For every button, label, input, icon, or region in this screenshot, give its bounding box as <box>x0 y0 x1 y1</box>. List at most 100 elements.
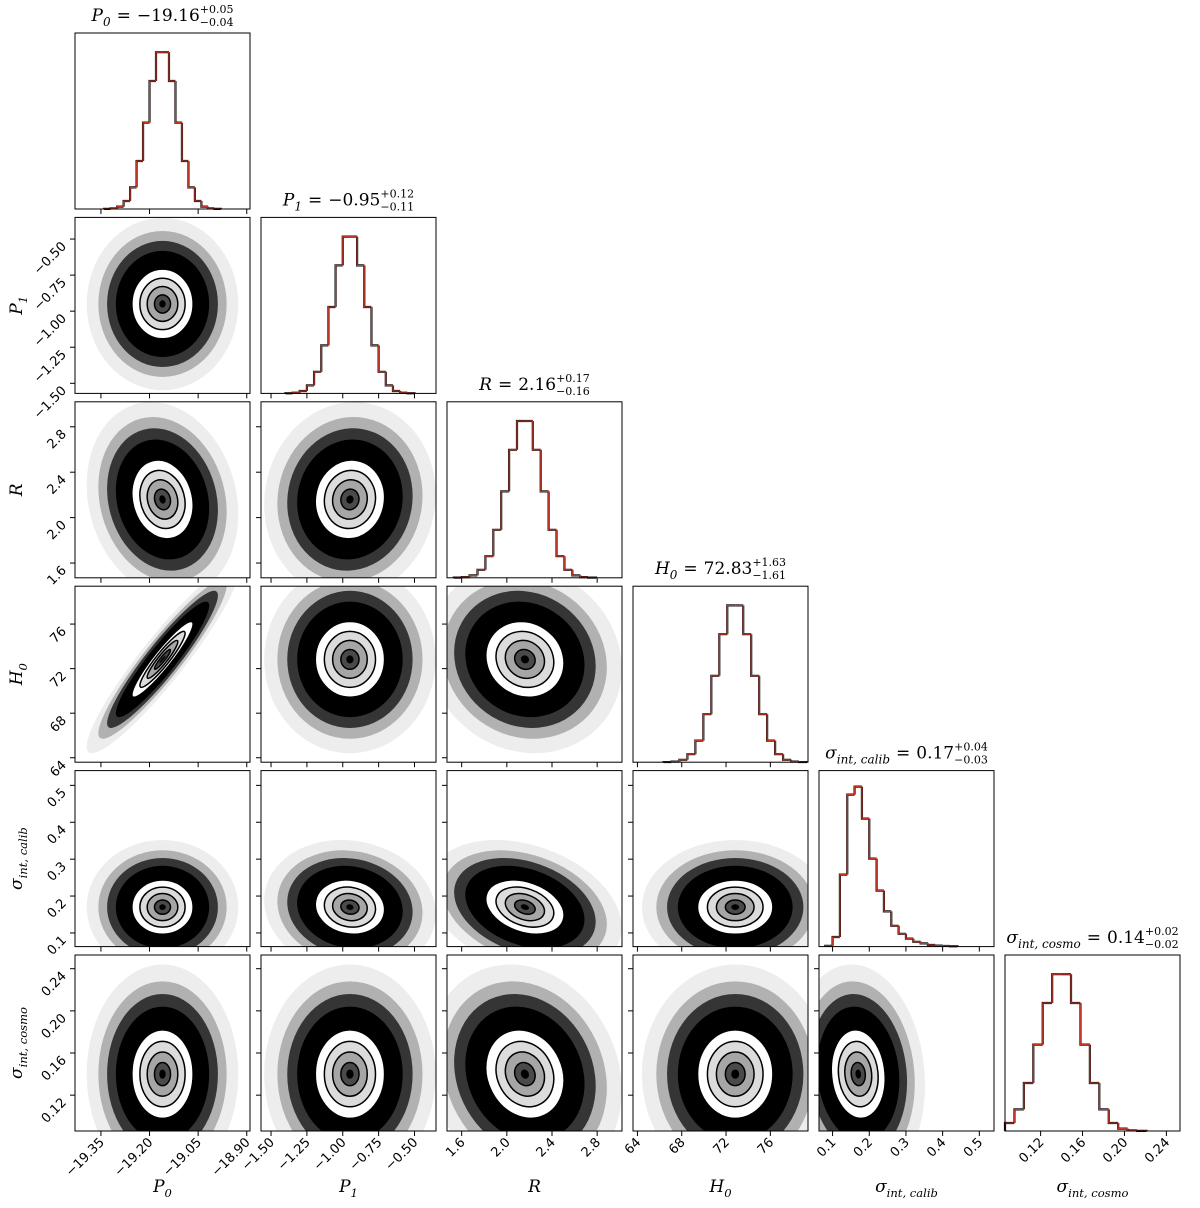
histogram-step <box>174 81 182 124</box>
x-tick-label: 1.6 <box>443 1135 468 1160</box>
title-err-plus: +0.04 <box>954 741 988 754</box>
x-tick-label: −1.25 <box>275 1135 314 1174</box>
density-panel <box>86 964 239 1131</box>
histogram-step <box>781 754 792 761</box>
x-tick-label: 68 <box>666 1135 688 1157</box>
panel-frame <box>74 585 251 763</box>
histogram-step <box>377 345 386 373</box>
y-tick-label: 0.16 <box>39 1053 70 1084</box>
histogram-step <box>1079 1003 1090 1046</box>
title-err-minus: −1.61 <box>752 569 786 582</box>
histogram-step <box>1004 1122 1015 1131</box>
label-symbol: H <box>7 669 27 686</box>
histogram-step <box>555 529 565 557</box>
label-subscript: int, cosmo <box>1068 1186 1128 1200</box>
histogram-step <box>934 945 943 947</box>
axis-label: R <box>7 483 27 497</box>
density-contour <box>159 655 166 664</box>
label-subscript: 0 <box>724 1186 731 1200</box>
density-contour <box>346 495 354 504</box>
label-symbol: P <box>338 1177 351 1197</box>
histogram-step <box>742 605 752 635</box>
histogram-step <box>1032 1043 1043 1083</box>
y-tick-label: 0.4 <box>45 822 70 847</box>
x-tick-label: 0.5 <box>961 1135 986 1160</box>
histogram-step <box>320 344 329 372</box>
density-panel <box>447 964 622 1131</box>
axis-label: P1 <box>338 1177 358 1200</box>
histogram-step <box>516 420 525 450</box>
histogram-step <box>313 371 322 386</box>
y-tick-label: 68 <box>48 713 70 735</box>
histogram-step <box>1108 1109 1119 1124</box>
histogram-step <box>1107 1109 1119 1125</box>
histogram-step <box>571 569 581 577</box>
histogram-step <box>563 556 573 571</box>
histogram-step <box>200 201 208 208</box>
histogram-step <box>686 753 696 760</box>
density-contour <box>159 300 166 308</box>
label-symbol: P <box>7 303 27 316</box>
histogram-step <box>356 236 365 266</box>
density-panel <box>264 839 436 947</box>
histogram-step <box>710 675 720 715</box>
title-subscript: 1 <box>294 199 302 213</box>
title-subscript: int, calib <box>837 753 890 767</box>
histogram-step <box>180 122 189 163</box>
histogram-step <box>1070 974 1081 1004</box>
histogram-step <box>758 675 768 715</box>
panel-frame <box>260 770 437 948</box>
label-symbol: σ <box>7 878 27 890</box>
histogram-step <box>200 201 208 208</box>
histogram-step <box>898 925 906 935</box>
histogram-step <box>718 633 728 676</box>
histogram-step <box>187 161 195 188</box>
panel-frame <box>1004 954 1181 1132</box>
title-equals: = <box>683 559 697 579</box>
histogram-step <box>384 371 393 387</box>
histogram-step <box>890 911 899 927</box>
histogram-step <box>378 345 386 373</box>
label-symbol: H <box>708 1177 725 1197</box>
panel-frame <box>74 32 251 210</box>
histogram-step <box>531 421 541 451</box>
axis-label: P0 <box>152 1177 172 1200</box>
histogram-step <box>1117 1123 1128 1130</box>
density-contour <box>346 904 354 910</box>
label-symbol: R <box>7 483 27 497</box>
histogram-step <box>875 858 884 892</box>
label-subscript: int, calib <box>887 1186 938 1200</box>
title-median: 0.17 <box>916 744 954 764</box>
title-subscript: int, cosmo <box>1018 937 1081 951</box>
y-tick-label: −0.75 <box>31 275 70 314</box>
histogram-step <box>1069 974 1081 1005</box>
x-tick-label: 64 <box>622 1135 644 1157</box>
title-equals: = <box>117 6 131 26</box>
density-contour <box>520 904 530 910</box>
histogram-step <box>905 933 914 940</box>
density-panel <box>447 586 622 754</box>
x-tick-label: 0.2 <box>851 1135 876 1160</box>
y-tick-label: 0.2 <box>45 896 70 921</box>
histogram-step <box>1098 1083 1109 1111</box>
y-tick-label: 72 <box>48 669 70 691</box>
y-tick-label: 0.20 <box>39 1011 70 1042</box>
title-subscript: 0 <box>103 15 111 29</box>
histogram-step <box>385 371 393 386</box>
panel-frame <box>260 585 437 763</box>
density-panel <box>641 839 808 947</box>
histogram-step <box>750 634 760 677</box>
histogram-step <box>141 121 150 161</box>
histogram-step <box>912 938 921 943</box>
histogram-step <box>540 449 549 492</box>
x-tick-label: 76 <box>755 1135 777 1157</box>
histogram-step <box>136 160 144 188</box>
density-contour <box>520 1069 530 1079</box>
label-symbol: R <box>527 1177 541 1197</box>
histogram-step <box>548 491 557 531</box>
histogram-step <box>1079 1003 1090 1046</box>
histogram-step <box>469 574 478 578</box>
histogram-step <box>116 206 124 209</box>
panel-title: σint, cosmo = 0.14+0.02 −0.02 <box>1006 925 1178 951</box>
